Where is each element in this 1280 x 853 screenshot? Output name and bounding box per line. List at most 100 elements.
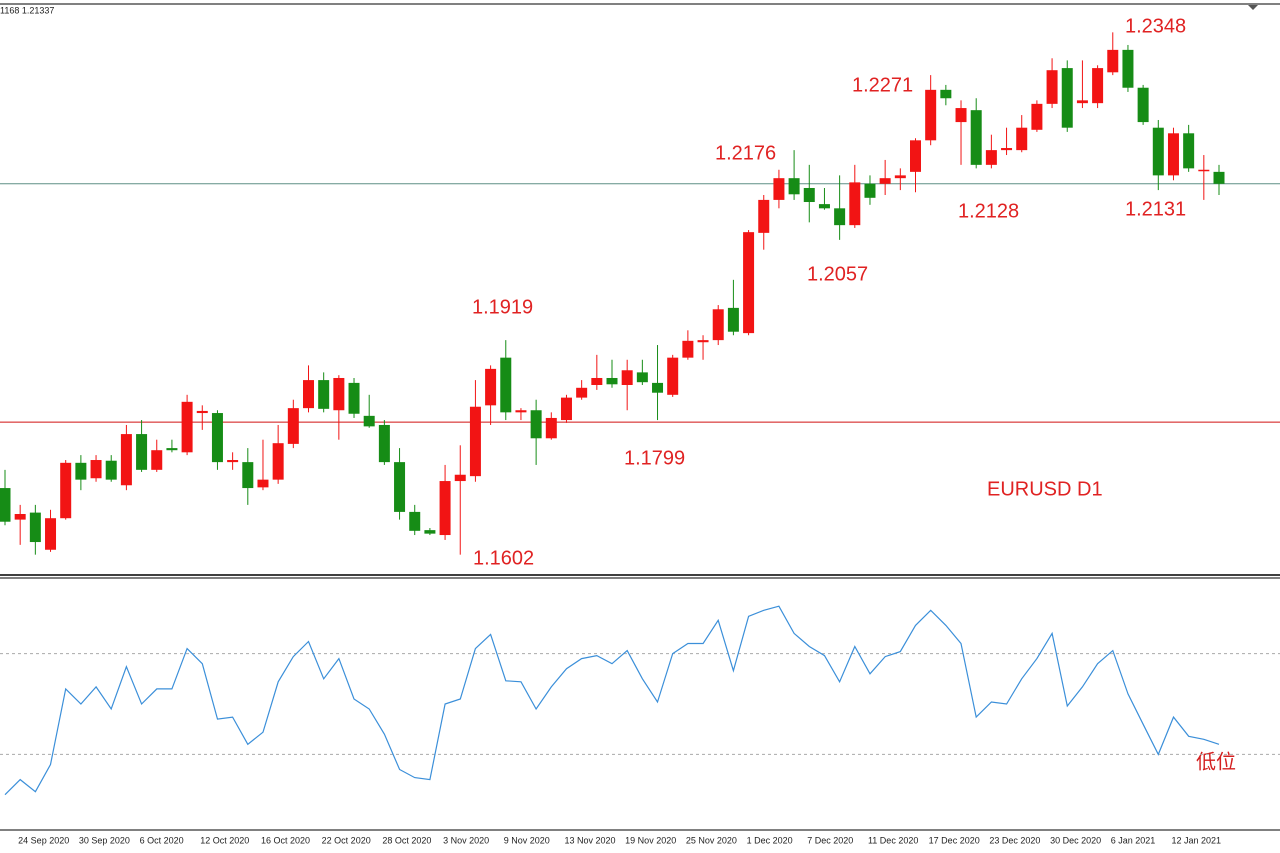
candle-body [1213, 171, 1225, 184]
candle-body [287, 408, 299, 444]
price-annotation: 1.1919 [472, 296, 533, 318]
candle-body [1198, 169, 1210, 172]
candle-body [576, 387, 588, 398]
candle-body [333, 377, 345, 411]
candle-body [1167, 133, 1179, 176]
x-tick-label: 12 Jan 2021 [1171, 835, 1221, 845]
x-tick-label: 23 Dec 2020 [989, 835, 1040, 845]
candle-body [242, 462, 254, 489]
candle-body [606, 377, 618, 385]
candle-body [530, 410, 542, 439]
x-tick-label: 22 Oct 2020 [322, 835, 371, 845]
candle-body [454, 474, 466, 482]
candle-body [667, 357, 679, 395]
candle-body [743, 232, 755, 334]
x-tick-label: 28 Oct 2020 [382, 835, 431, 845]
candle-body [1016, 127, 1028, 151]
candle-body [318, 380, 330, 409]
candle-body [864, 183, 876, 198]
candle-body [105, 460, 117, 480]
candle-body [1107, 49, 1119, 73]
candle-body [985, 150, 997, 165]
candle-body [181, 401, 193, 453]
candle-body [75, 462, 87, 480]
candle-body [1001, 148, 1013, 151]
price-annotation: 1.1602 [473, 547, 534, 569]
candle-body [591, 377, 603, 385]
candle-body [940, 89, 952, 99]
candle-body [621, 370, 633, 385]
candle-body [500, 357, 512, 413]
candle-body [120, 434, 132, 486]
x-tick-label: 6 Jan 2021 [1111, 835, 1156, 845]
candle-body [90, 460, 102, 479]
candle-body [955, 108, 967, 123]
candle-body [1137, 87, 1149, 123]
candle-body [1092, 68, 1104, 104]
candle-body [636, 372, 648, 383]
candle-body [14, 514, 26, 520]
oscillator-annotation: 低位 [1196, 750, 1236, 774]
candle-body [1152, 127, 1164, 176]
candle-body [257, 479, 269, 488]
candle-body [227, 460, 239, 463]
candle-body [196, 410, 208, 414]
candle-body [849, 182, 861, 226]
candle-body [1183, 133, 1195, 169]
candle-body [394, 462, 406, 512]
candle-body [879, 178, 891, 184]
x-tick-label: 30 Sep 2020 [79, 835, 130, 845]
candle-body [363, 415, 375, 427]
candle-body [834, 208, 846, 226]
candle-body [439, 481, 451, 536]
candle-body [378, 424, 390, 463]
scroll-marker [1248, 5, 1258, 10]
price-annotation: 1.2128 [958, 200, 1019, 222]
candle-body [29, 512, 41, 543]
price-annotation: 1.2271 [852, 74, 913, 96]
candle-body [1061, 68, 1073, 128]
candle-body [1122, 49, 1134, 88]
price-annotation: 1.2348 [1125, 15, 1186, 37]
candle-body [0, 488, 11, 522]
x-tick-label: 16 Oct 2020 [261, 835, 310, 845]
x-tick-label: 17 Dec 2020 [929, 835, 980, 845]
candle-body [788, 178, 800, 195]
candle-body [469, 406, 481, 477]
price-annotation: 1.2057 [807, 263, 868, 285]
candle-body [424, 530, 436, 534]
x-tick-label: 12 Oct 2020 [200, 835, 249, 845]
candle-body [272, 443, 284, 480]
candle-body [712, 309, 724, 341]
x-tick-label: 3 Nov 2020 [443, 835, 489, 845]
candle-body [166, 448, 178, 451]
chart-title: EURUSD D1 [987, 478, 1103, 500]
candle-body [303, 380, 314, 409]
x-tick-label: 11 Dec 2020 [868, 835, 918, 845]
candle-body [136, 434, 148, 470]
candle-body [1076, 100, 1088, 104]
candle-body [1031, 103, 1043, 130]
candle-body [409, 511, 421, 531]
x-tick-label: 19 Nov 2020 [625, 835, 676, 845]
candle-body [727, 307, 739, 332]
candle-body [970, 110, 982, 165]
candle-body [803, 187, 815, 203]
candle-body [652, 382, 664, 393]
x-tick-label: 13 Nov 2020 [564, 835, 615, 845]
candle-body [515, 410, 527, 413]
header-text: 1168 1.21337 [0, 5, 54, 15]
price-annotation: 1.1799 [624, 447, 685, 469]
x-tick-label: 25 Nov 2020 [686, 835, 737, 845]
candle-body [758, 199, 770, 233]
candle-body [773, 178, 785, 200]
oscillator-line [4, 605, 1220, 796]
x-tick-label: 6 Oct 2020 [140, 835, 184, 845]
candle-body [485, 368, 497, 406]
x-tick-label: 7 Dec 2020 [807, 835, 853, 845]
candle-body [894, 175, 906, 179]
candle-body [560, 397, 572, 421]
candle-body [348, 382, 360, 414]
candle-body [545, 417, 557, 439]
